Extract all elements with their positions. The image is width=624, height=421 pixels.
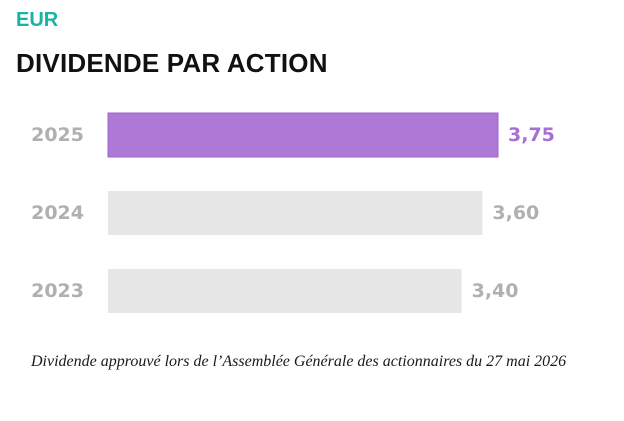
value-label-2025: 3,75 — [508, 124, 555, 146]
year-label-2025: 2025 — [31, 124, 84, 146]
dividend-bar-chart: 2025 3,75 2024 3,60 2023 3,40 — [31, 112, 555, 313]
chart-title: DIVIDENDE PAR ACTION — [16, 48, 328, 78]
year-label-2024: 2024 — [31, 202, 84, 224]
bar-2023 — [108, 269, 462, 313]
value-label-2024: 3,60 — [492, 202, 539, 224]
year-label-2023: 2023 — [31, 280, 84, 302]
currency-label: EUR — [16, 9, 59, 31]
value-label-2023: 3,40 — [472, 280, 519, 302]
bar-2025 — [107, 112, 499, 158]
footnote: Dividende approuvé lors de l’Assemblée G… — [31, 353, 567, 370]
bar-2024 — [108, 191, 483, 235]
